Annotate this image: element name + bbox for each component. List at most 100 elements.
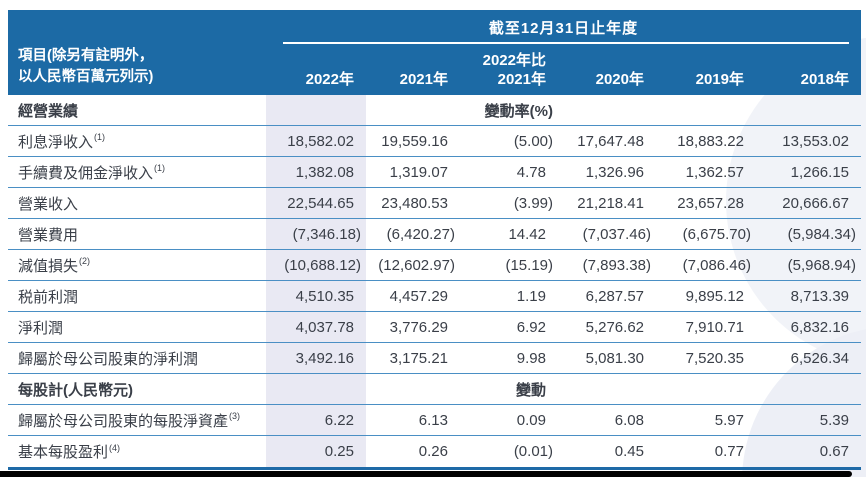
value-cell: 9,895.12 [685, 287, 744, 305]
header-period-area: 截至12月31日止年度 2022年 2021年 2022年比 2021年 2020年 20… [266, 10, 861, 95]
value-cell: 0.45 [614, 443, 644, 460]
bottom-bar [0, 471, 852, 477]
row-label: 利息淨收入 (1) [18, 132, 106, 151]
row-label: 每股計(人民幣元) [18, 381, 133, 399]
table-row: 歸屬於母公司股東的淨利潤 3,492.16 3,175.21 9.98 5,081.30… [8, 343, 861, 374]
value-cell: 3,776.29 [389, 318, 448, 336]
value-cell: 3,175.21 [389, 349, 448, 367]
value-cell: (7,346.18) [266, 219, 366, 249]
item-column-label: 項目(除另有註明外， 以人民幣百萬元列示) [18, 46, 153, 88]
value-cell: 23,657.28 [677, 194, 744, 212]
value-cell: (3.99) [513, 194, 553, 212]
value-cell: (12,602.97) [378, 256, 455, 274]
value-cell: 22,544.65 [266, 188, 366, 218]
value-cell: (7,893.38) [582, 256, 651, 274]
row-label: 營業費用 [18, 226, 79, 244]
table-row: 營業費用 (7,346.18) (6,420.27) 14.42 (7,037.46) (… [8, 219, 861, 250]
value-cell [656, 95, 756, 125]
value-cell: 19,559.16 [381, 132, 448, 150]
value-cell: 4,457.29 [389, 287, 448, 305]
value-cell: 6.08 [614, 411, 644, 429]
table-row: 基本每股盈利 (4) 0.25 0.26 (0.01) 0.45 0.77 0.67 [8, 436, 861, 467]
table-row: 手續費及佣金淨收入 (1) 1,382.08 1,319.07 4.78 1,326.96… [8, 157, 861, 188]
value-cell: (7,086.46) [682, 256, 751, 274]
value-cell [366, 95, 460, 125]
value-cell: (5,968.94) [787, 256, 856, 274]
section-row: 每股計(人民幣元) 變動 [8, 374, 861, 405]
value-cell [266, 95, 366, 125]
table-row: 淨利潤 4,037.78 3,776.29 6.92 5,276.62 7,910.71 6… [8, 312, 861, 343]
value-cell: 7,910.71 [685, 318, 744, 336]
value-cell [756, 374, 861, 404]
value-cell: (5.00) [513, 132, 553, 150]
row-label: 基本每股盈利 (4) [18, 442, 121, 461]
year-column-header: 2018年 [800, 71, 849, 88]
value-cell: 7,520.35 [685, 349, 744, 367]
row-label: 經營業績 [18, 102, 79, 120]
value-cell [558, 374, 656, 404]
value-cell: (15.19) [505, 256, 553, 274]
value-cell: 5.97 [714, 411, 744, 429]
value-cell: (0.01) [513, 443, 553, 460]
value-cell: (7,037.46) [582, 225, 651, 243]
value-cell: 3,492.16 [266, 343, 366, 373]
value-cell: (6,675.70) [682, 225, 751, 243]
change-header-cell: 變動 [515, 381, 546, 399]
year-column-header: 2022年比 2021年 [482, 52, 546, 88]
value-cell: 1,326.96 [585, 163, 644, 181]
value-cell: 0.25 [266, 436, 366, 467]
row-label: 手續費及佣金淨收入 (1) [18, 163, 166, 182]
value-cell: (5,984.34) [787, 225, 856, 243]
year-column-header: 2019年 [695, 71, 744, 88]
year-column-header: 2020年 [595, 71, 644, 88]
table-row: 税前利潤 4,510.35 4,457.29 1.19 6,287.57 9,895.12… [8, 281, 861, 312]
row-label: 淨利潤 [18, 319, 64, 337]
value-cell: 1,266.15 [790, 163, 849, 181]
item-column-label-line1: 項目(除另有註明外， [18, 48, 154, 64]
header-columns: 2022年 2021年 2022年比 2021年 2020年 2019年 2018年 [266, 51, 861, 89]
value-cell: 1,382.08 [266, 157, 366, 187]
value-cell: 21,218.41 [577, 194, 644, 212]
value-cell: 6.13 [418, 411, 448, 429]
table-body: 經營業績 變動率(%) 利息淨收入 (1) 18,582.02 19,559.16 (5.0… [8, 95, 861, 470]
value-cell: 9.98 [516, 349, 546, 367]
row-label: 税前利潤 [18, 288, 79, 306]
value-cell: 6,832.16 [790, 318, 849, 336]
value-cell: 1.19 [516, 287, 546, 305]
row-label: 歸屬於母公司股東的每股淨資產 (3) [18, 411, 241, 430]
value-cell [756, 95, 861, 125]
value-cell: 0.67 [819, 443, 849, 460]
value-cell: 23,480.53 [381, 194, 448, 212]
value-cell: 6,526.34 [790, 349, 849, 367]
value-cell: 0.26 [418, 443, 448, 460]
year-column-header: 2021年 [399, 71, 448, 88]
table-header: 項目(除另有註明外， 以人民幣百萬元列示) 截至12月31日止年度 2022年 2… [8, 10, 861, 95]
row-label: 減值損失 (2) [18, 256, 91, 275]
value-cell: 17,647.48 [577, 132, 644, 150]
value-cell: 5,081.30 [585, 349, 644, 367]
year-column-header: 2022年 [305, 71, 354, 88]
value-cell: 6,287.57 [585, 287, 644, 305]
value-cell: 6.22 [266, 405, 366, 435]
value-cell: 1,319.07 [389, 163, 448, 181]
value-cell: 4,037.78 [266, 312, 366, 342]
table-row: 營業收入 22,544.65 23,480.53 (3.99) 21,218.41 23,… [8, 188, 861, 219]
table-row: 利息淨收入 (1) 18,582.02 19,559.16 (5.00) 17,647.4… [8, 126, 861, 157]
table-row: 歸屬於母公司股東的每股淨資產 (3) 6.22 6.13 0.09 6.08 5.97 5.3… [8, 405, 861, 436]
value-cell: 20,666.67 [782, 194, 849, 212]
value-cell: (6,420.27) [386, 225, 455, 243]
value-cell: 0.77 [714, 443, 744, 460]
value-cell: 8,713.39 [790, 287, 849, 305]
value-cell: 4.78 [516, 163, 546, 181]
value-cell [266, 374, 366, 404]
item-column-label-line2: 以人民幣百萬元列示) [18, 69, 154, 85]
value-cell: 6.92 [516, 318, 546, 336]
value-cell: 0.09 [516, 411, 546, 429]
row-label: 營業收入 [18, 195, 79, 213]
period-title: 截至12月31日止年度 [488, 20, 639, 37]
value-cell: 18,582.02 [266, 126, 366, 156]
value-cell: 1,362.57 [685, 163, 744, 181]
value-cell: (10,688.12) [266, 250, 366, 280]
table-row: 減值損失 (2) (10,688.12) (12,602.97) (15.19) (7,8… [8, 250, 861, 281]
